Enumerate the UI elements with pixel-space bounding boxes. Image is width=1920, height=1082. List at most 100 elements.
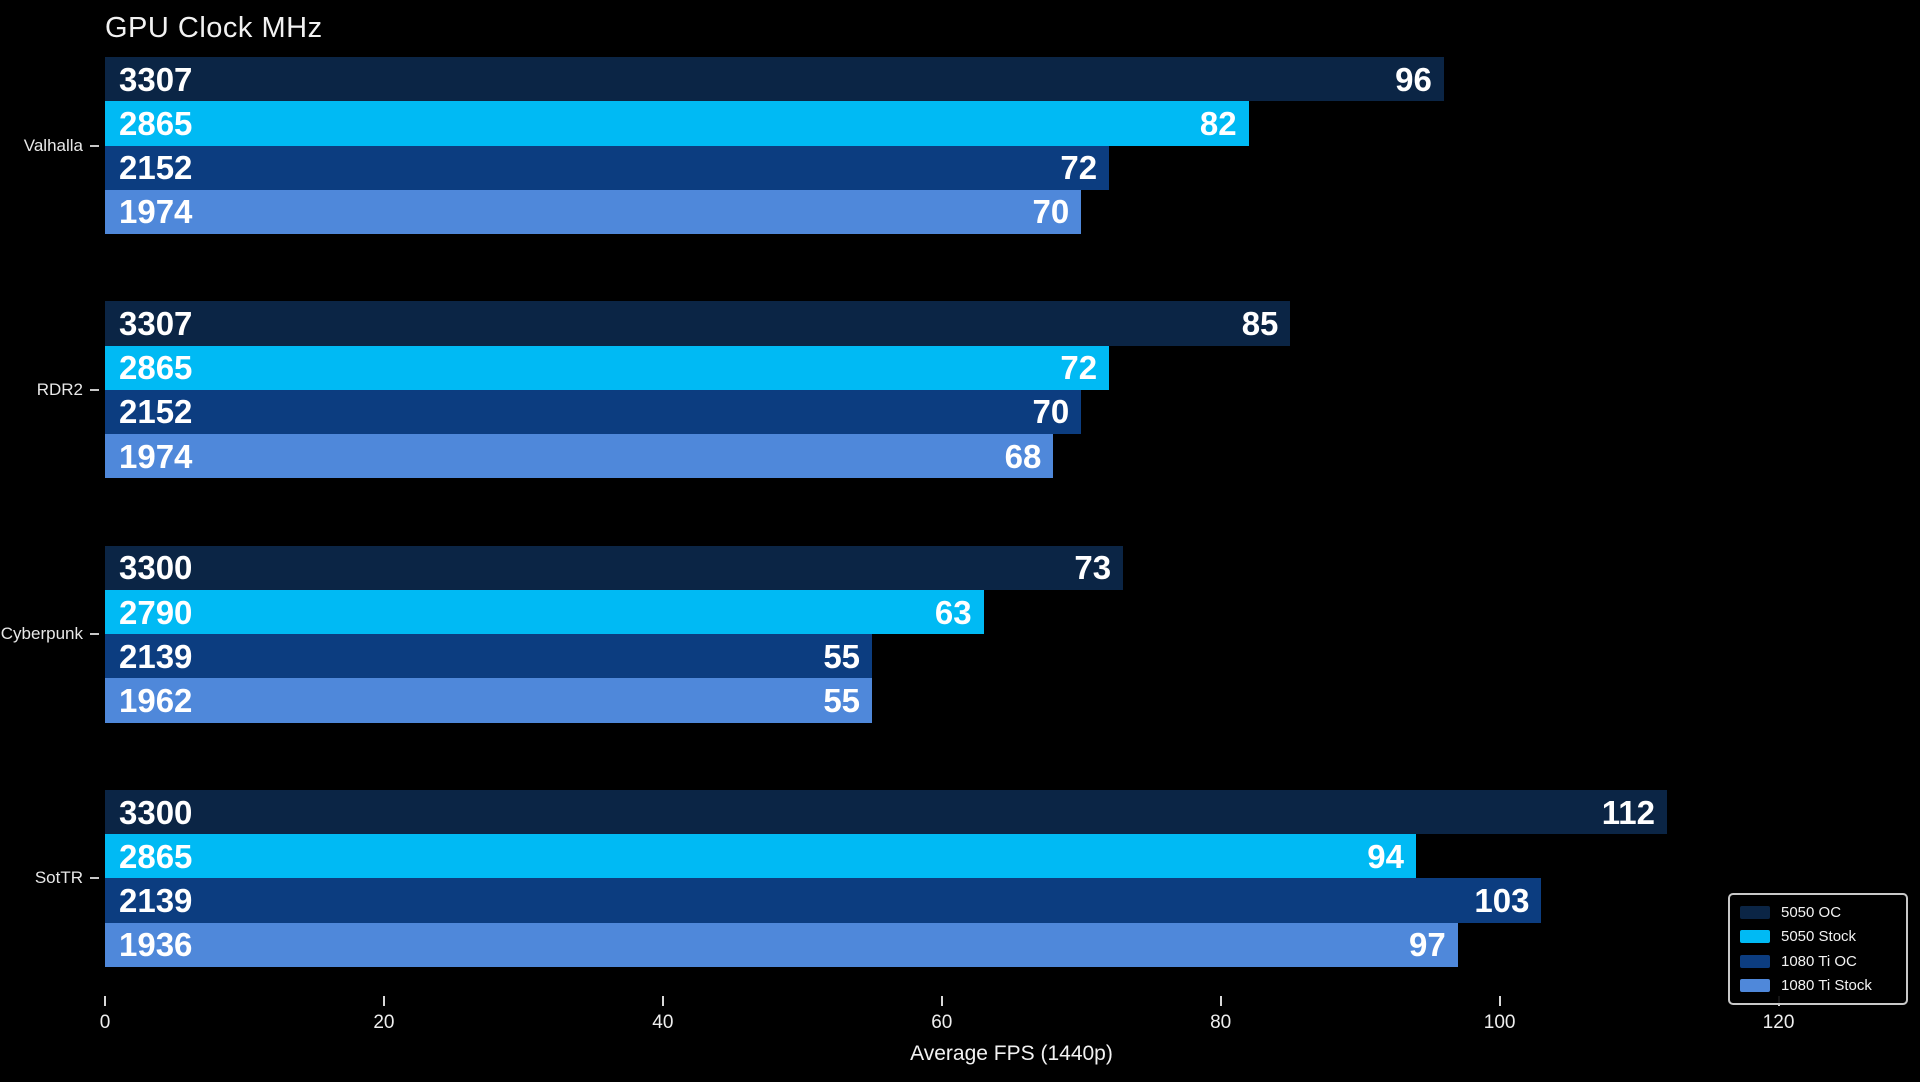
bar-1080-ti-stock-valhalla: 1974 70 — [105, 189, 1082, 234]
y-tick-label-valhalla: Valhalla — [23, 135, 83, 155]
bar-clock-label: 2139 — [119, 882, 193, 920]
x-axis: 0 20 40 60 80 100 120 — [100, 996, 1918, 1056]
bar-row: 1936 97 — [105, 922, 1918, 967]
bar-row: 2865 82 — [105, 101, 1918, 146]
bar-clock-label: 2152 — [119, 149, 193, 187]
bar-clock-label: 1974 — [119, 193, 193, 231]
legend-swatch — [1740, 978, 1770, 992]
bar-fps-label: 103 — [1474, 882, 1530, 920]
bar-row: 2152 70 — [105, 389, 1918, 435]
x-tick-label: 20 — [373, 1012, 395, 1033]
x-axis-title: Average FPS (1440p) — [910, 1042, 1113, 1065]
x-tick-label: 0 — [99, 1012, 111, 1033]
y-tick-label-rdr2: RDR2 — [36, 379, 83, 399]
legend-label: 5050 OC — [1781, 904, 1842, 921]
bar-fps-label: 55 — [823, 682, 861, 720]
x-tick-mark — [661, 996, 664, 1006]
legend-label: 1080 Ti OC — [1781, 952, 1857, 970]
bar-clock-label: 2152 — [119, 393, 193, 431]
bar-clock-label: 1974 — [119, 437, 193, 475]
x-tick-mark — [1219, 996, 1222, 1006]
bar-5050-stock-cyberpunk: 2790 63 — [105, 589, 984, 635]
bar-5050-oc-valhalla: 3307 96 — [105, 57, 1444, 102]
bar-5050-stock-rdr2: 2865 72 — [105, 345, 1110, 390]
bar-row: 1974 68 — [105, 434, 1918, 479]
bar-row: 1962 55 — [105, 678, 1918, 723]
bar-row: 3307 96 — [105, 57, 1918, 102]
bar-clock-label: 1936 — [119, 926, 193, 964]
x-tick-mark — [382, 996, 385, 1006]
y-tick-mark — [90, 388, 99, 391]
bar-row: 2790 63 — [105, 589, 1918, 635]
bar-group-cyberpunk: Cyberpunk 3300 73 2790 63 2139 55 1962 55 — [1, 545, 1918, 723]
bar-fps-label: 85 — [1241, 304, 1279, 342]
legend-swatch — [1740, 930, 1770, 944]
bar-fps-label: 96 — [1395, 60, 1432, 98]
bar-row: 3300 73 — [105, 545, 1918, 590]
bar-5050-stock-sottr: 2865 94 — [105, 834, 1416, 879]
legend-swatch — [1740, 906, 1770, 919]
bar-1080-ti-stock-sottr: 1936 97 — [105, 922, 1458, 967]
bar-1080-ti-oc-rdr2: 2152 70 — [105, 389, 1082, 435]
legend-item-1080-ti-oc: 1080 Ti OC — [1740, 953, 1896, 970]
bar-fps-label: 72 — [1060, 149, 1098, 187]
x-tick-label: 80 — [1210, 1012, 1232, 1033]
legend-item-5050-stock: 5050 Stock — [1740, 928, 1896, 945]
bar-clock-label: 3307 — [119, 304, 193, 342]
bar-fps-label: 72 — [1060, 349, 1098, 387]
bar-5050-oc-cyberpunk: 3300 73 — [105, 545, 1124, 590]
bar-fps-label: 94 — [1367, 837, 1404, 875]
bar-row: 2139 103 — [105, 878, 1918, 923]
y-tick-mark — [90, 633, 99, 636]
x-tick-label: 120 — [1762, 1012, 1795, 1033]
bar-fps-label: 112 — [1601, 793, 1655, 831]
bar-row: 2865 72 — [105, 345, 1918, 390]
bar-clock-label: 2865 — [119, 837, 193, 875]
x-tick-label: 60 — [931, 1012, 953, 1033]
legend-item-1080-ti-stock: 1080 Ti Stock — [1740, 977, 1896, 994]
legend-swatch — [1740, 954, 1770, 968]
bar-group-rdr2: RDR2 3307 85 2865 72 2152 70 1974 68 — [37, 301, 1918, 479]
x-tick-mark — [1498, 996, 1501, 1006]
bar-clock-label: 3300 — [119, 793, 193, 831]
bar-1080-ti-oc-valhalla: 2152 72 — [105, 145, 1110, 190]
x-tick-label: 40 — [652, 1012, 674, 1033]
bar-fps-label: 70 — [1032, 193, 1070, 231]
bar-fps-label: 68 — [1004, 437, 1042, 475]
bar-1080-ti-stock-rdr2: 1974 68 — [105, 434, 1054, 479]
bar-fps-label: 73 — [1074, 549, 1112, 587]
plot-area: Valhalla 3307 96 2865 82 2152 72 1974 70 RDR2 3307… — [1, 57, 1918, 967]
x-tick-label: 100 — [1483, 1012, 1516, 1033]
bar-clock-label: 2790 — [119, 593, 193, 631]
bar-row: 2139 55 — [105, 634, 1918, 679]
bar-5050-oc-rdr2: 3307 85 — [105, 301, 1291, 346]
bar-group-valhalla: Valhalla 3307 96 2865 82 2152 72 1974 70 — [24, 57, 1918, 234]
bar-clock-label: 3307 — [119, 60, 193, 98]
legend-item-5050-oc: 5050 OC — [1740, 904, 1896, 921]
bar-row: 2865 94 — [105, 834, 1918, 879]
bar-fps-label: 82 — [1199, 104, 1237, 142]
bar-1080-ti-stock-cyberpunk: 1962 55 — [105, 678, 873, 723]
bar-clock-label: 2865 — [119, 349, 193, 387]
y-tick-mark — [90, 144, 99, 147]
bar-clock-label: 3300 — [119, 549, 193, 587]
bar-row: 3300 112 — [105, 789, 1918, 835]
bar-5050-stock-valhalla: 2865 82 — [105, 101, 1249, 146]
bar-clock-label: 2139 — [119, 637, 193, 675]
bar-group-sottr: SotTR 3300 112 2865 94 2139 103 1936 97 — [35, 789, 1918, 967]
y-tick-label-sottr: SotTR — [34, 868, 83, 888]
legend-label: 5050 Stock — [1781, 928, 1857, 946]
bar-fps-label: 97 — [1409, 926, 1446, 964]
bar-1080-ti-oc-cyberpunk: 2139 55 — [105, 634, 873, 679]
bar-row: 2152 72 — [105, 145, 1918, 190]
bar-fps-label: 55 — [823, 637, 861, 675]
bar-clock-label: 1962 — [119, 682, 193, 720]
legend: 5050 OC 5050 Stock 1080 Ti OC 1080 Ti Stock — [1728, 893, 1908, 1005]
bar-row: 1974 70 — [105, 189, 1918, 234]
bar-1080-ti-oc-sottr: 2139 103 — [105, 878, 1542, 923]
y-tick-mark — [90, 877, 99, 880]
bar-fps-label: 63 — [934, 593, 972, 631]
legend-label: 1080 Ti Stock — [1781, 976, 1872, 994]
y-tick-label-cyberpunk: Cyberpunk — [0, 624, 83, 644]
bar-row: 3307 85 — [105, 301, 1918, 346]
